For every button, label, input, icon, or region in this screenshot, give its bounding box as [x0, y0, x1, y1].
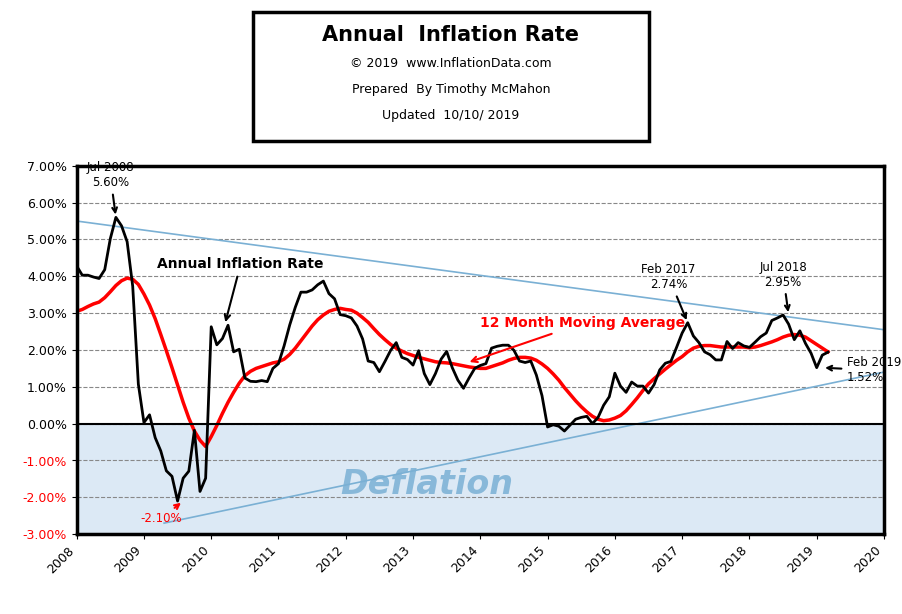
Text: © 2019  www.InflationData.com: © 2019 www.InflationData.com — [350, 57, 552, 71]
FancyBboxPatch shape — [253, 12, 649, 141]
Text: Jul 2018
2.95%: Jul 2018 2.95% — [759, 260, 807, 310]
Text: -2.10%: -2.10% — [140, 504, 181, 526]
Text: Feb 2017
2.74%: Feb 2017 2.74% — [641, 263, 695, 318]
Text: Annual Inflation Rate: Annual Inflation Rate — [158, 257, 324, 320]
Text: Feb 2019
1.52%: Feb 2019 1.52% — [827, 356, 901, 384]
Text: Annual  Inflation Rate: Annual Inflation Rate — [323, 26, 579, 45]
Text: Updated  10/10/ 2019: Updated 10/10/ 2019 — [382, 109, 520, 122]
Text: Prepared  By Timothy McMahon: Prepared By Timothy McMahon — [352, 83, 550, 96]
Text: Deflation: Deflation — [340, 468, 513, 501]
Text: 12 Month Moving Average: 12 Month Moving Average — [472, 316, 686, 362]
Text: Jul 2008
5.60%: Jul 2008 5.60% — [87, 161, 134, 212]
